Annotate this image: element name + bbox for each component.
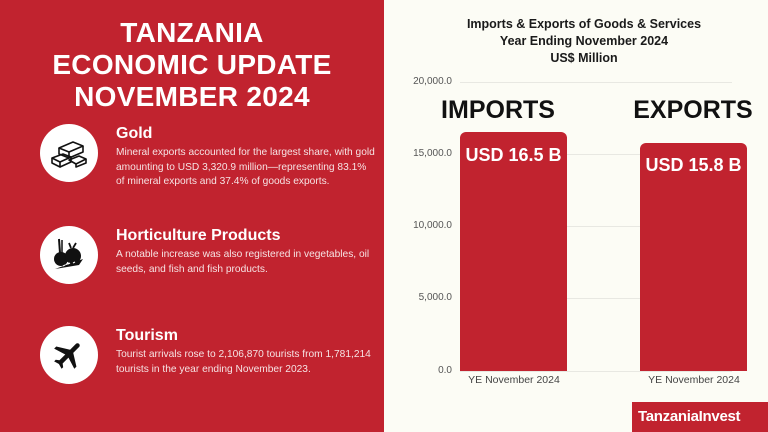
y-tick: 20,000.0 [413,76,452,87]
title-line: NOVEMBER 2024 [74,81,310,112]
title-line: TANZANIA [120,17,264,48]
highlight-body: A notable increase was also registered i… [116,249,370,275]
title-line: ECONOMIC UPDATE [52,49,332,80]
chart-title-line: US$ Million [550,51,618,65]
gridline [460,226,732,227]
chart-title-line: Year Ending November 2024 [499,34,669,48]
gridline [460,371,732,372]
highlight-heading: Tourism [116,327,178,344]
summary-panel: TANZANIA ECONOMIC UPDATE NOVEMBER 2024 G… [0,0,384,432]
highlight-heading: Horticulture Products [116,227,281,244]
gold-bars-icon [40,124,98,182]
exports-value-label: USD 15.8 B [645,155,742,175]
exports-bar: USD 15.8 B [640,143,747,371]
gridline [460,298,732,299]
y-tick: 15,000.0 [413,148,452,159]
y-tick: 0.0 [438,365,452,376]
imports-value-label: USD 16.5 B [465,145,562,165]
imports-heading: IMPORTS [441,96,555,124]
logo-text: TanzaniaInvest [638,408,741,425]
highlight-body: Mineral exports accounted for the larges… [116,147,375,187]
vegetables-icon [40,226,98,284]
exports-heading: EXPORTS [633,96,753,124]
highlight-heading: Gold [116,125,153,142]
gridline [460,82,732,83]
chart-panel: Imports & Exports of Goods & Services Ye… [384,0,768,432]
chart-title-line: Imports & Exports of Goods & Services [466,17,702,31]
imports-bar: USD 16.5 B [460,132,567,371]
tanzaniainvest-logo: TanzaniaInvest [632,402,768,432]
gridline [460,154,732,155]
highlight-body: Tourist arrivals rose to 2,106,870 touri… [116,349,371,375]
x-axis-label: YE November 2024 [468,374,560,386]
y-tick: 5,000.0 [418,292,452,303]
x-axis-label: YE November 2024 [648,374,740,386]
chart-title: Imports & Exports of Goods & Services Ye… [424,16,744,67]
y-tick: 10,000.0 [413,220,452,231]
airplane-icon [40,326,98,384]
page-title: TANZANIA ECONOMIC UPDATE NOVEMBER 2024 [0,17,384,113]
